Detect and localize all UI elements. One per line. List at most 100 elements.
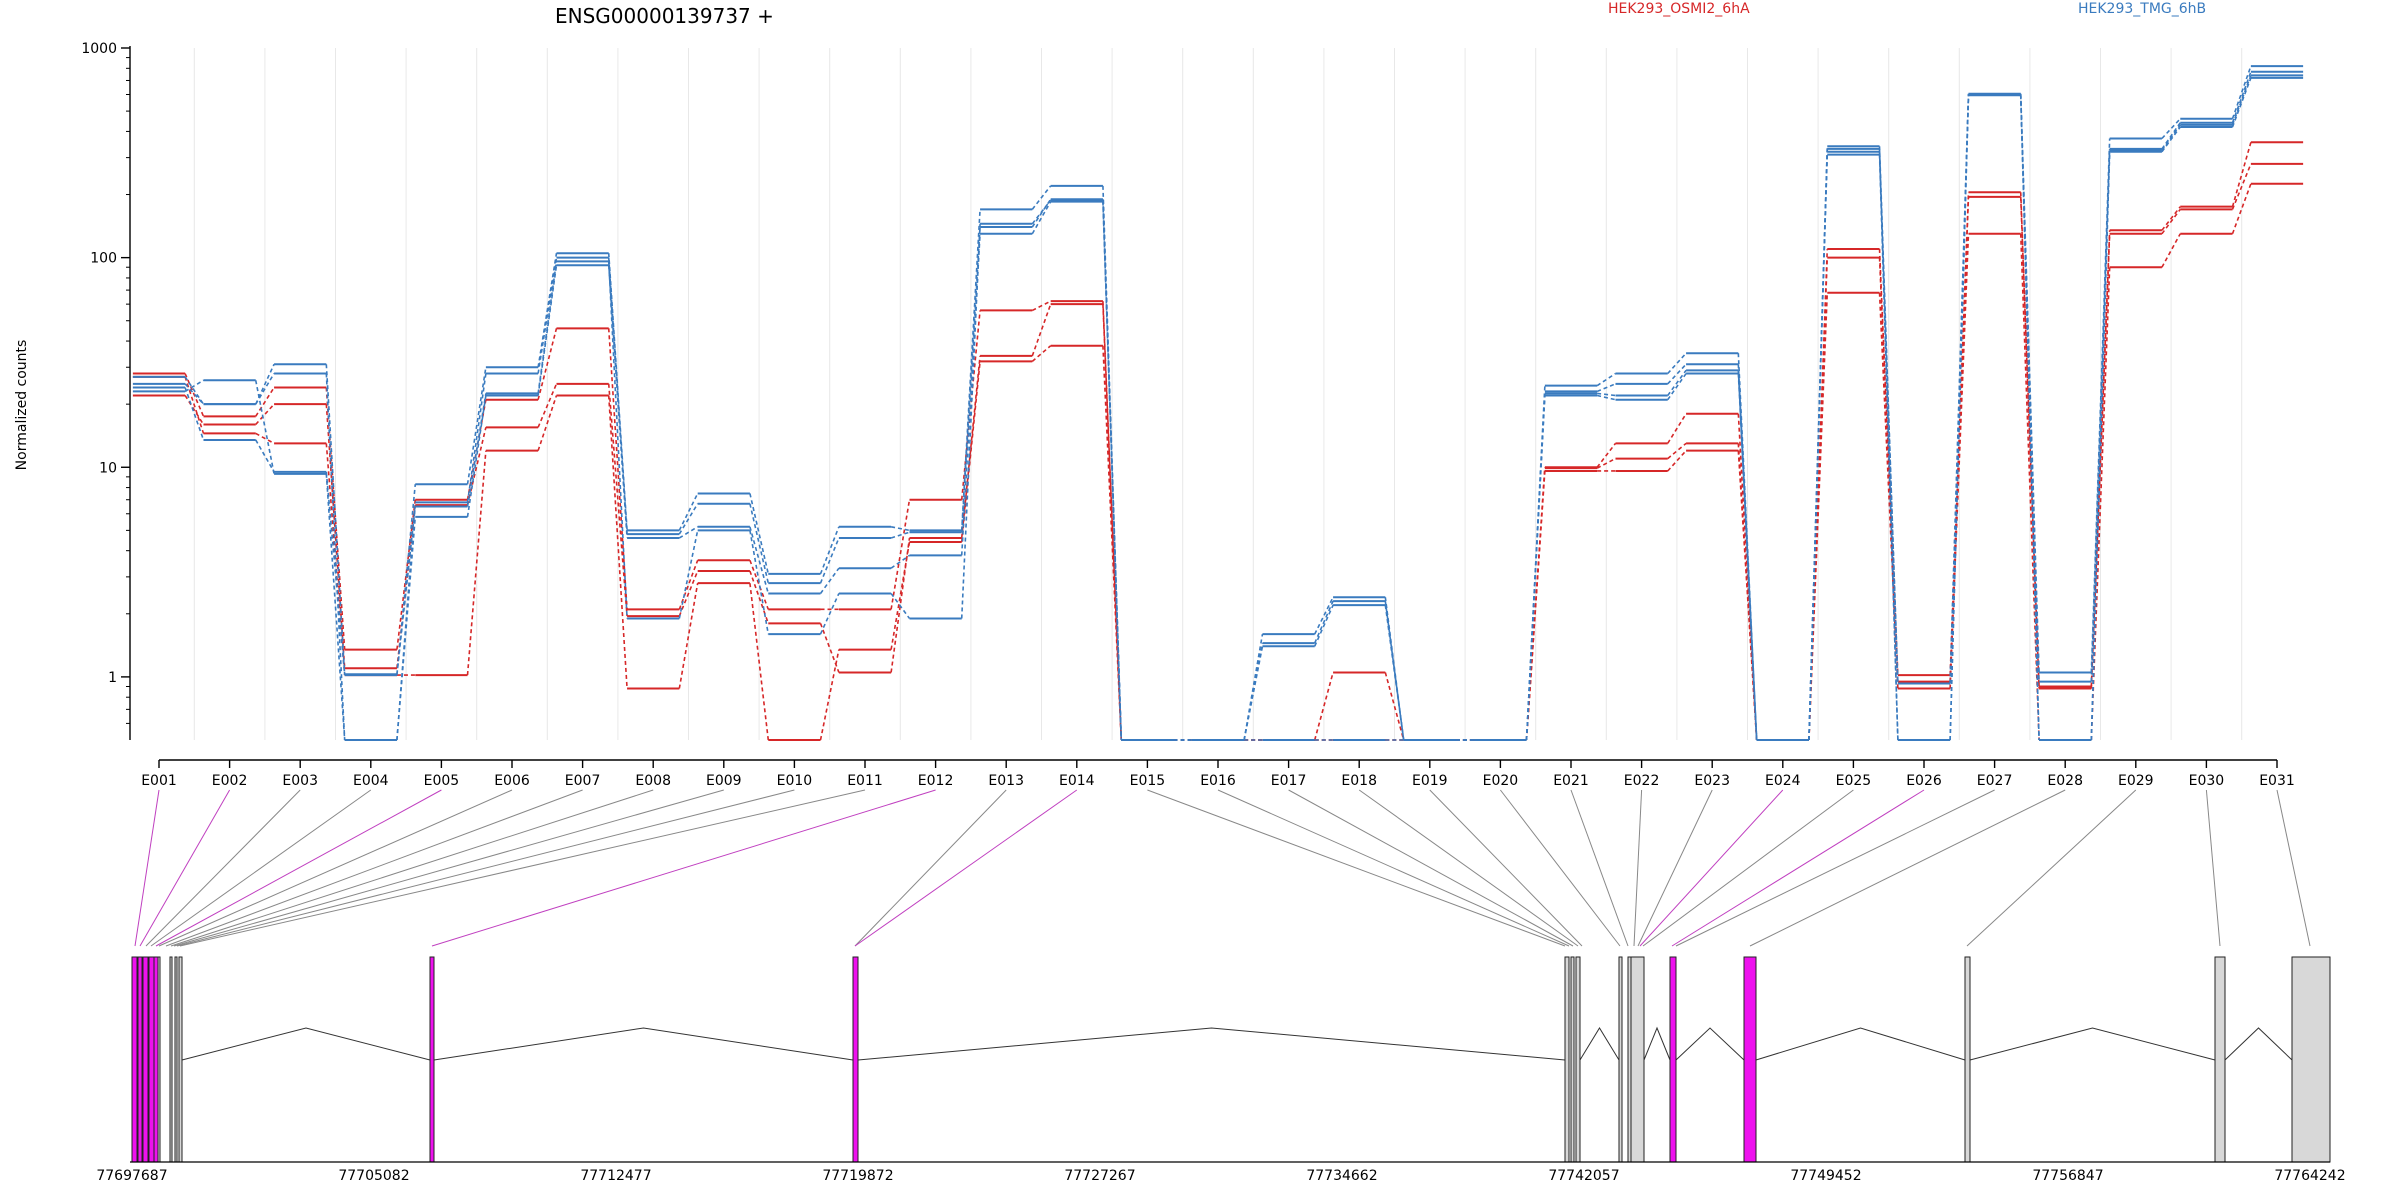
coordinate-label: 77742057 xyxy=(1548,1168,1619,1184)
series-connector xyxy=(537,395,558,451)
series-connector xyxy=(1031,300,1052,312)
series-connector xyxy=(819,526,840,575)
y-tick-label: 10 xyxy=(99,460,117,476)
series-connector xyxy=(1313,604,1334,647)
series-connector xyxy=(890,526,910,532)
series-connector xyxy=(890,537,911,673)
exon xyxy=(153,956,159,1163)
series-connector xyxy=(2161,126,2181,153)
series-connector xyxy=(184,383,205,405)
x-tick-label: E002 xyxy=(212,773,248,789)
series-connector xyxy=(184,387,205,441)
series-connector xyxy=(466,373,487,503)
x-tick-label: E020 xyxy=(1483,773,1519,789)
x-tick-label: E006 xyxy=(494,773,530,789)
x-tick-label: E003 xyxy=(282,773,318,789)
x-tick-label: E023 xyxy=(1694,773,1730,789)
series-connector xyxy=(1808,292,1829,741)
x-tick-label: E009 xyxy=(706,773,742,789)
series-connector xyxy=(1667,442,1687,460)
series-connector xyxy=(2090,150,2111,741)
connector-E031 xyxy=(2276,789,2311,947)
exon xyxy=(137,956,143,1163)
connector-E010 xyxy=(176,789,795,947)
x-tick-label: E022 xyxy=(1624,773,1660,789)
x-tick-label: E007 xyxy=(565,773,601,789)
series-connector xyxy=(819,649,840,741)
series-connector xyxy=(1878,146,1899,684)
series-connector xyxy=(1878,148,1899,741)
series-connector xyxy=(607,383,628,617)
series-connector xyxy=(325,364,346,676)
connector-E003 xyxy=(145,789,301,947)
series-connector xyxy=(1102,304,1123,741)
connector-E019 xyxy=(1429,789,1583,947)
series-HEK293_TMG_6hB xyxy=(132,76,2304,741)
exon xyxy=(2291,956,2331,1163)
series-connector xyxy=(960,209,981,531)
series-connector xyxy=(396,516,417,741)
connector-E015 xyxy=(1147,789,1566,947)
y-tick-label: 100 xyxy=(90,251,117,267)
exon xyxy=(178,956,183,1163)
y-tick-label: 1000 xyxy=(81,41,117,57)
series-connector xyxy=(1667,369,1687,396)
series-connector xyxy=(1667,413,1687,444)
x-tick-label: E028 xyxy=(2047,773,2083,789)
x-tick-label: E029 xyxy=(2118,773,2154,789)
series-connector xyxy=(2161,206,2181,231)
exon xyxy=(852,956,859,1163)
connector-E008 xyxy=(170,789,654,947)
series-HEK293_TMG_6hB xyxy=(132,74,2304,741)
intron xyxy=(2224,1027,2293,1061)
y-tick-label: 1 xyxy=(108,670,117,686)
exon xyxy=(148,956,155,1163)
series-connector xyxy=(1313,672,1334,741)
series-connector xyxy=(1243,642,1264,741)
series-connector xyxy=(1102,345,1123,741)
series-layer xyxy=(132,65,2304,741)
series-HEK293_TMG_6hB xyxy=(132,70,2304,741)
exon xyxy=(2214,956,2226,1163)
series-HEK293_OSMI2_6hA xyxy=(132,182,2304,741)
x-tick-label: E024 xyxy=(1765,773,1801,789)
series-connector xyxy=(2231,65,2252,119)
x-tick-label: E014 xyxy=(1059,773,1095,789)
x-axis: E001 E002 E003 E004 E005 E006 E007 E008 E009 E010… xyxy=(141,759,2295,789)
x-tick-label: E001 xyxy=(141,773,177,789)
x-tick-label: E016 xyxy=(1200,773,1236,789)
series-connector xyxy=(1031,303,1052,357)
series-connector xyxy=(1667,373,1687,401)
series-connector xyxy=(1596,457,1616,469)
series-connector xyxy=(2090,230,2111,687)
x-tick-label: E010 xyxy=(777,773,813,789)
series-connector xyxy=(1878,151,1899,684)
series-connector xyxy=(1878,292,1899,689)
exon xyxy=(1630,956,1645,1163)
series-connector xyxy=(2161,118,2181,140)
connector-E012 xyxy=(431,789,936,947)
series-connector xyxy=(960,223,981,619)
coordinate-label: 77719872 xyxy=(822,1168,893,1184)
exon xyxy=(174,956,178,1163)
series-connector xyxy=(255,373,275,405)
series-connector xyxy=(1031,185,1052,210)
series-connector xyxy=(1667,363,1687,385)
series-connector xyxy=(1596,442,1617,468)
series-connector xyxy=(1031,201,1052,235)
series-connector xyxy=(2161,233,2181,268)
series-connector xyxy=(1737,373,1758,741)
coordinate-label: 77749452 xyxy=(1790,1168,1861,1184)
x-tick-label: E011 xyxy=(847,773,883,789)
exon xyxy=(1564,956,1570,1163)
series-connector xyxy=(2019,94,2040,741)
x-tick-label: E025 xyxy=(1836,773,1872,789)
series-connector xyxy=(678,503,699,535)
x-tick-label: E026 xyxy=(1906,773,1942,789)
series-connector xyxy=(1384,605,1405,741)
x-tick-label: E017 xyxy=(1271,773,1307,789)
chart-title: ENSG00000139737 + xyxy=(555,4,774,28)
series-connector xyxy=(255,387,275,417)
y-axis: 1 10 100 1000 xyxy=(81,41,131,740)
